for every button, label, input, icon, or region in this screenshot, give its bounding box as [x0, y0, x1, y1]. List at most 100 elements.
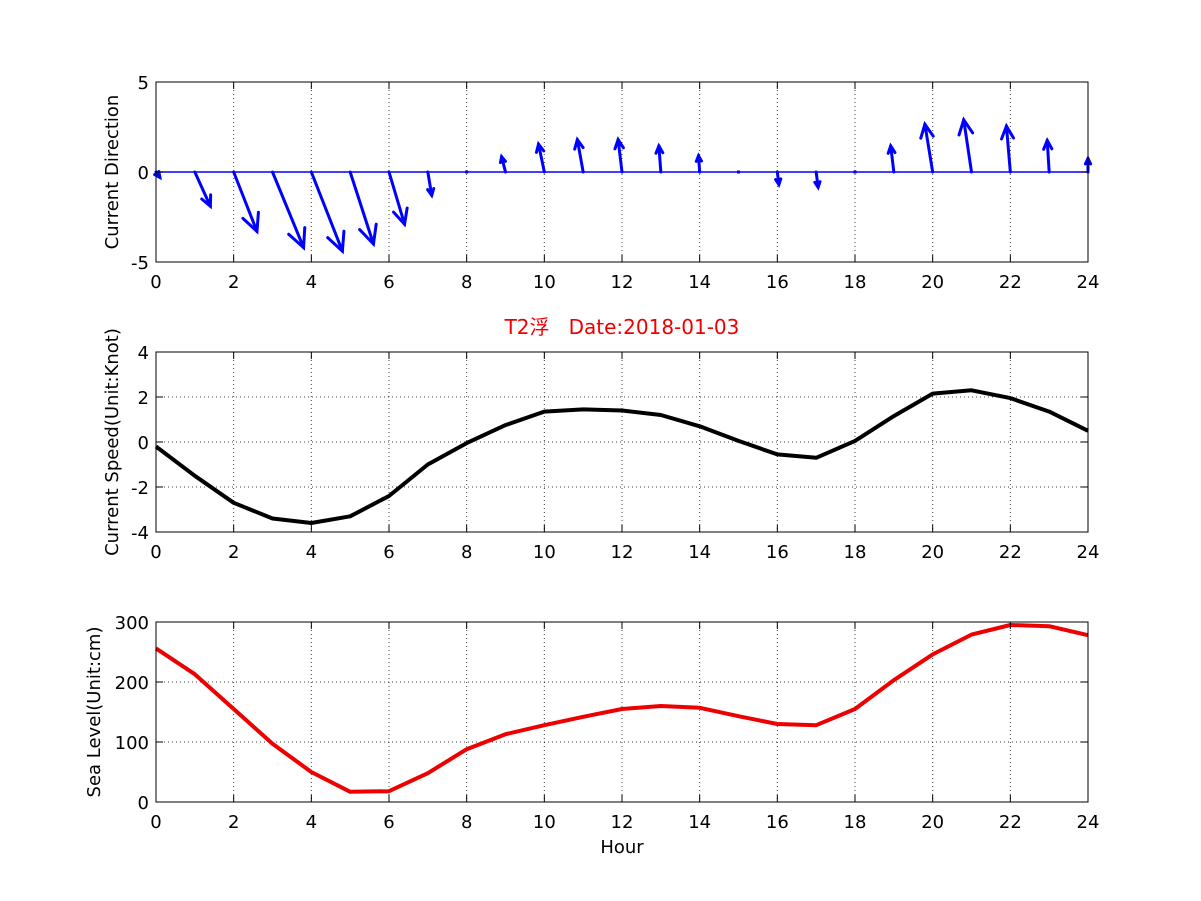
quiver-arrow [774, 170, 783, 189]
quiver-arrow [426, 170, 436, 199]
y-tick-label: -5 [131, 253, 149, 274]
quiver-arrow-shaft [616, 138, 624, 174]
x-tick-label: 24 [1077, 812, 1100, 833]
panel-2-ylabel: Sea Level(Unit:cm) [84, 627, 105, 798]
x-tick-label: 20 [921, 542, 944, 563]
quiver-arrow [1000, 122, 1015, 174]
quiver-arrow [348, 170, 378, 248]
x-tick-label: 16 [766, 542, 789, 563]
panel-0-ylabel: Current Direction [102, 95, 123, 250]
x-tick-label: 12 [611, 812, 634, 833]
x-tick-label: 4 [306, 542, 317, 563]
y-tick-label: 0 [138, 433, 149, 454]
x-tick-label: 0 [150, 272, 161, 293]
x-tick-label: 22 [999, 812, 1022, 833]
quiver-arrow-head [813, 180, 822, 191]
quiver-arrow-head [392, 206, 409, 228]
quiver-arrow-head [287, 226, 307, 251]
quiver-arrow [534, 140, 546, 174]
x-tick-label: 18 [844, 812, 867, 833]
quiver-arrow [193, 170, 213, 210]
y-tick-label: 0 [138, 793, 149, 814]
panel-0-ticks: 0 2 4 6 8 10 12 14 16 18 20 22 24-505 [131, 73, 1099, 293]
x-tick-label: 24 [1077, 272, 1100, 293]
x-tick-label: 16 [766, 272, 789, 293]
quiver-arrow [813, 170, 822, 191]
quiver-arrow-shaft [271, 170, 306, 250]
quiver-arrow-head [358, 222, 378, 248]
quiver-arrow-shaft [1045, 139, 1051, 174]
quiver-arrow [694, 152, 703, 174]
quiver-arrow-shaft [889, 144, 896, 174]
quiver-arrow-shaft [537, 142, 546, 174]
x-tick-label: 4 [306, 812, 317, 833]
x-tick-label: 0 [150, 542, 161, 563]
x-tick-label: 2 [228, 812, 239, 833]
quiver-arrow [387, 170, 409, 228]
quiver-arrow-head [1000, 122, 1015, 141]
quiver-arrow-head [919, 120, 935, 140]
quiver-arrow-shaft [1004, 124, 1012, 174]
panel-1-ylabel: Current Speed(Unit:Knot) [102, 328, 123, 556]
x-tick-label: 10 [533, 542, 556, 563]
quiver-arrow [613, 136, 625, 174]
quiver-arrow-head [426, 187, 436, 199]
quiver-arrow-shaft [387, 170, 407, 226]
x-tick-label: 14 [688, 542, 711, 563]
quiver-arrow-head [498, 153, 507, 165]
x-tick-label: 8 [461, 542, 472, 563]
x-tick-label: 12 [611, 272, 634, 293]
x-tick-label: 0 [150, 812, 161, 833]
quiver-arrow-head [573, 136, 585, 151]
x-tick-label: 20 [921, 272, 944, 293]
quiver-arrow-head [326, 229, 346, 255]
quiver-arrow-shaft [309, 170, 344, 253]
y-tick-label: 5 [138, 73, 149, 94]
quiver-arrow-head [613, 136, 625, 151]
x-tick-label: 6 [383, 272, 394, 293]
quiver-arrow [654, 142, 665, 174]
x-tick-label: 16 [766, 812, 789, 833]
x-tick-label: 8 [461, 272, 472, 293]
x-tick-label: 18 [844, 272, 867, 293]
y-tick-label: -2 [131, 478, 149, 499]
panel-1-marks [154, 388, 1089, 525]
panel-2-grid [156, 622, 1088, 802]
y-tick-label: 2 [138, 388, 149, 409]
quiver-arrow [498, 153, 507, 174]
panel-0-marks [153, 116, 1093, 255]
quiver-arrow-head [654, 142, 665, 155]
quiver-arrow-head [694, 152, 703, 163]
quiver-arrow [309, 170, 346, 255]
quiver-arrow [1042, 137, 1054, 174]
x-tick-label: 6 [383, 542, 394, 563]
quiver-arrow-head [1042, 137, 1054, 151]
quiver-arrow-shaft [657, 144, 663, 174]
quiver-arrow-head [534, 140, 546, 154]
x-tick-label: 2 [228, 542, 239, 563]
quiver-arrow-shaft [193, 170, 212, 208]
quiver-arrow [232, 170, 260, 235]
y-tick-label: 300 [115, 613, 149, 634]
current-speed-panel: T2浮 Date:2018-01-03 0 2 4 6 8 10 12 14 16 18 20 22 2… [102, 315, 1099, 563]
x-tick-label: 20 [921, 812, 944, 833]
current-direction-panel: 0 2 4 6 8 10 12 14 16 18 20 22 24-505 Current Direct… [102, 73, 1099, 293]
y-tick-label: -4 [131, 523, 149, 544]
y-tick-label: 100 [115, 733, 149, 754]
quiver-arrow [573, 136, 585, 174]
x-tick-label: 8 [461, 812, 472, 833]
quiver-arrow-head [200, 193, 213, 210]
x-tick-label: 2 [228, 272, 239, 293]
y-tick-label: 4 [138, 343, 149, 364]
x-tick-label: 6 [383, 812, 394, 833]
panel-2-xlabel: Hour [600, 837, 644, 858]
quiver-arrow [957, 116, 975, 174]
x-tick-label: 14 [688, 812, 711, 833]
quiver-arrow-head [957, 116, 975, 137]
x-tick-label: 12 [611, 542, 634, 563]
